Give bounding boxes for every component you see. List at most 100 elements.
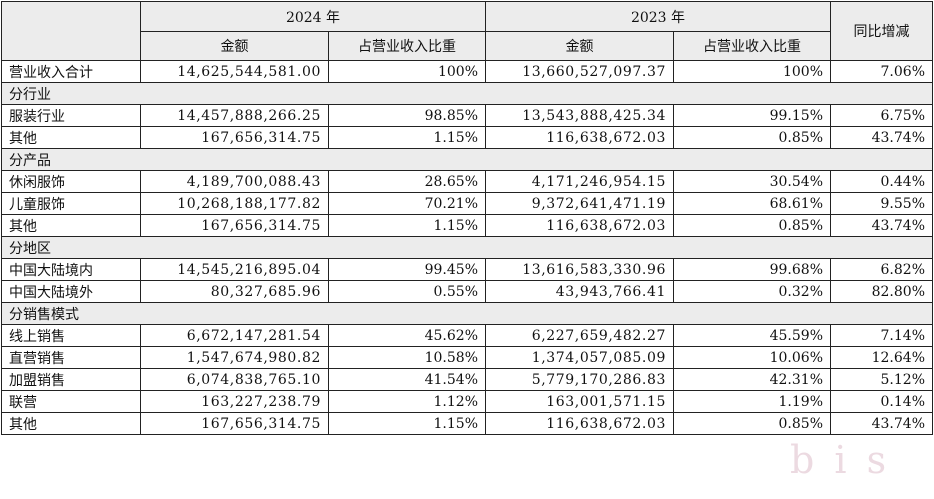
amount-2023-cell: 116,638,672.03 — [485, 412, 674, 435]
amount-2024-cell: 1,547,674,980.82 — [140, 346, 329, 369]
amount-2024-cell: 14,545,216,895.04 — [140, 258, 329, 281]
yoy-change-cell: 82.80% — [830, 280, 933, 303]
table-row: 儿童服饰 10,268,188,177.82 70.21% 9,372,641,471… — [1, 192, 933, 215]
amount-2024-cell: 167,656,314.75 — [140, 126, 329, 149]
total-yoy: 7.06% — [830, 60, 933, 83]
revenue-table: 2024 年 2023 年 同比增减 金额 占营业收入比重 金额 占营业收入比重… — [1, 1, 933, 435]
yoy-change-cell: 6.75% — [830, 104, 933, 127]
yoy-change-cell: 0.44% — [830, 170, 933, 193]
section-header-row: 分地区 — [1, 236, 933, 259]
section-header-row: 分销售模式 — [1, 302, 933, 325]
table-row: 其他 167,656,314.75 1.15% 116,638,672.03 0.85%… — [1, 126, 933, 149]
row-label-cell: 中国大陆境外 — [1, 280, 141, 303]
amount-2023-cell: 163,001,571.15 — [485, 390, 674, 413]
share-2024-cell: 10.58% — [328, 346, 486, 369]
share-2024-cell: 1.15% — [328, 214, 486, 237]
share-2024-cell: 99.45% — [328, 258, 486, 281]
amount-2023-cell: 116,638,672.03 — [485, 126, 674, 149]
header-amount-2023: 金额 — [485, 31, 674, 61]
share-2023-cell: 45.59% — [673, 324, 831, 347]
share-2023-cell: 1.19% — [673, 390, 831, 413]
row-label-cell: 其他 — [1, 412, 141, 435]
header-share-2023: 占营业收入比重 — [673, 31, 831, 61]
total-amount-2024: 14,625,544,581.00 — [140, 60, 329, 83]
share-2023-cell: 99.15% — [673, 104, 831, 127]
row-label-cell: 服装行业 — [1, 104, 141, 127]
share-2024-cell: 1.15% — [328, 126, 486, 149]
share-2023-cell: 30.54% — [673, 170, 831, 193]
table-row: 其他 167,656,314.75 1.15% 116,638,672.03 0.85%… — [1, 412, 933, 435]
total-row: 营业收入合计 14,625,544,581.00 100% 13,660,527… — [1, 60, 933, 83]
yoy-change-cell: 12.64% — [830, 346, 933, 369]
share-2023-cell: 0.85% — [673, 214, 831, 237]
amount-2023-cell: 6,227,659,482.27 — [485, 324, 674, 347]
amount-2023-cell: 13,543,888,425.34 — [485, 104, 674, 127]
section-title: 分产品 — [1, 148, 933, 171]
share-2024-cell: 45.62% — [328, 324, 486, 347]
row-label-cell: 其他 — [1, 214, 141, 237]
amount-2024-cell: 14,457,888,266.25 — [140, 104, 329, 127]
table-row: 中国大陆境外 80,327,685.96 0.55% 43,943,766.41 0.3… — [1, 280, 933, 303]
table-row: 其他 167,656,314.75 1.15% 116,638,672.03 0.85%… — [1, 214, 933, 237]
section-title: 分销售模式 — [1, 302, 933, 325]
yoy-change-cell: 6.82% — [830, 258, 933, 281]
row-label-cell: 加盟销售 — [1, 368, 141, 391]
yoy-change-cell: 5.12% — [830, 368, 933, 391]
share-2023-cell: 0.85% — [673, 412, 831, 435]
row-label-cell: 线上销售 — [1, 324, 141, 347]
amount-2024-cell: 6,672,147,281.54 — [140, 324, 329, 347]
total-amount-2023: 13,660,527,097.37 — [485, 60, 674, 83]
share-2023-cell: 10.06% — [673, 346, 831, 369]
yoy-change-cell: 43.74% — [830, 126, 933, 149]
table-row: 加盟销售 6,074,838,765.10 41.54% 5,779,170,286.… — [1, 368, 933, 391]
share-2024-cell: 98.85% — [328, 104, 486, 127]
share-2024-cell: 28.65% — [328, 170, 486, 193]
share-2024-cell: 0.55% — [328, 280, 486, 303]
amount-2023-cell: 1,374,057,085.09 — [485, 346, 674, 369]
amount-2023-cell: 5,779,170,286.83 — [485, 368, 674, 391]
share-2023-cell: 0.85% — [673, 126, 831, 149]
yoy-change-cell: 9.55% — [830, 192, 933, 215]
yoy-change-cell: 7.14% — [830, 324, 933, 347]
table-row: 服装行业 14,457,888,266.25 98.85% 13,543,888,42… — [1, 104, 933, 127]
table-row: 联营 163,227,238.79 1.12% 163,001,571.15 1.19%… — [1, 390, 933, 413]
watermark: b i s — [790, 438, 891, 482]
share-2023-cell: 0.32% — [673, 280, 831, 303]
table-row: 中国大陆境内 14,545,216,895.04 99.45% 13,616,583,… — [1, 258, 933, 281]
share-2024-cell: 1.12% — [328, 390, 486, 413]
section-header-row: 分行业 — [1, 82, 933, 105]
total-share-2024: 100% — [328, 60, 486, 83]
share-2024-cell: 1.15% — [328, 412, 486, 435]
yoy-change-cell: 43.74% — [830, 412, 933, 435]
header-row-columns: 金额 占营业收入比重 金额 占营业收入比重 — [2, 31, 933, 61]
share-2024-cell: 41.54% — [328, 368, 486, 391]
amount-2024-cell: 167,656,314.75 — [140, 412, 329, 435]
share-2024-cell: 70.21% — [328, 192, 486, 215]
amount-2023-cell: 13,616,583,330.96 — [485, 258, 674, 281]
amount-2024-cell: 4,189,700,088.43 — [140, 170, 329, 193]
table-row: 直营销售 1,547,674,980.82 10.58% 1,374,057,085.… — [1, 346, 933, 369]
yoy-change-cell: 43.74% — [830, 214, 933, 237]
section-title: 分地区 — [1, 236, 933, 259]
row-label-cell: 中国大陆境内 — [1, 258, 141, 281]
table-row: 线上销售 6,672,147,281.54 45.62% 6,227,659,482.… — [1, 324, 933, 347]
amount-2023-cell: 116,638,672.03 — [485, 214, 674, 237]
yoy-change-cell: 0.14% — [830, 390, 933, 413]
share-2023-cell: 99.68% — [673, 258, 831, 281]
amount-2024-cell: 6,074,838,765.10 — [140, 368, 329, 391]
header-amount-2024: 金额 — [140, 31, 329, 61]
amount-2024-cell: 80,327,685.96 — [140, 280, 329, 303]
header-row-years: 2024 年 2023 年 同比增减 — [1, 1, 933, 61]
header-year-2024: 2024 年 — [140, 1, 486, 32]
header-year-2023: 2023 年 — [485, 1, 831, 32]
amount-2023-cell: 43,943,766.41 — [485, 280, 674, 303]
amount-2024-cell: 167,656,314.75 — [140, 214, 329, 237]
table-row: 休闲服饰 4,189,700,088.43 28.65% 4,171,246,954.… — [1, 170, 933, 193]
header-yoy: 同比增减 — [830, 1, 933, 61]
section-header-row: 分产品 — [1, 148, 933, 171]
header-corner-cell — [1, 1, 141, 61]
section-title: 分行业 — [1, 82, 933, 105]
total-label: 营业收入合计 — [1, 60, 141, 83]
amount-2023-cell: 4,171,246,954.15 — [485, 170, 674, 193]
row-label-cell: 其他 — [1, 126, 141, 149]
